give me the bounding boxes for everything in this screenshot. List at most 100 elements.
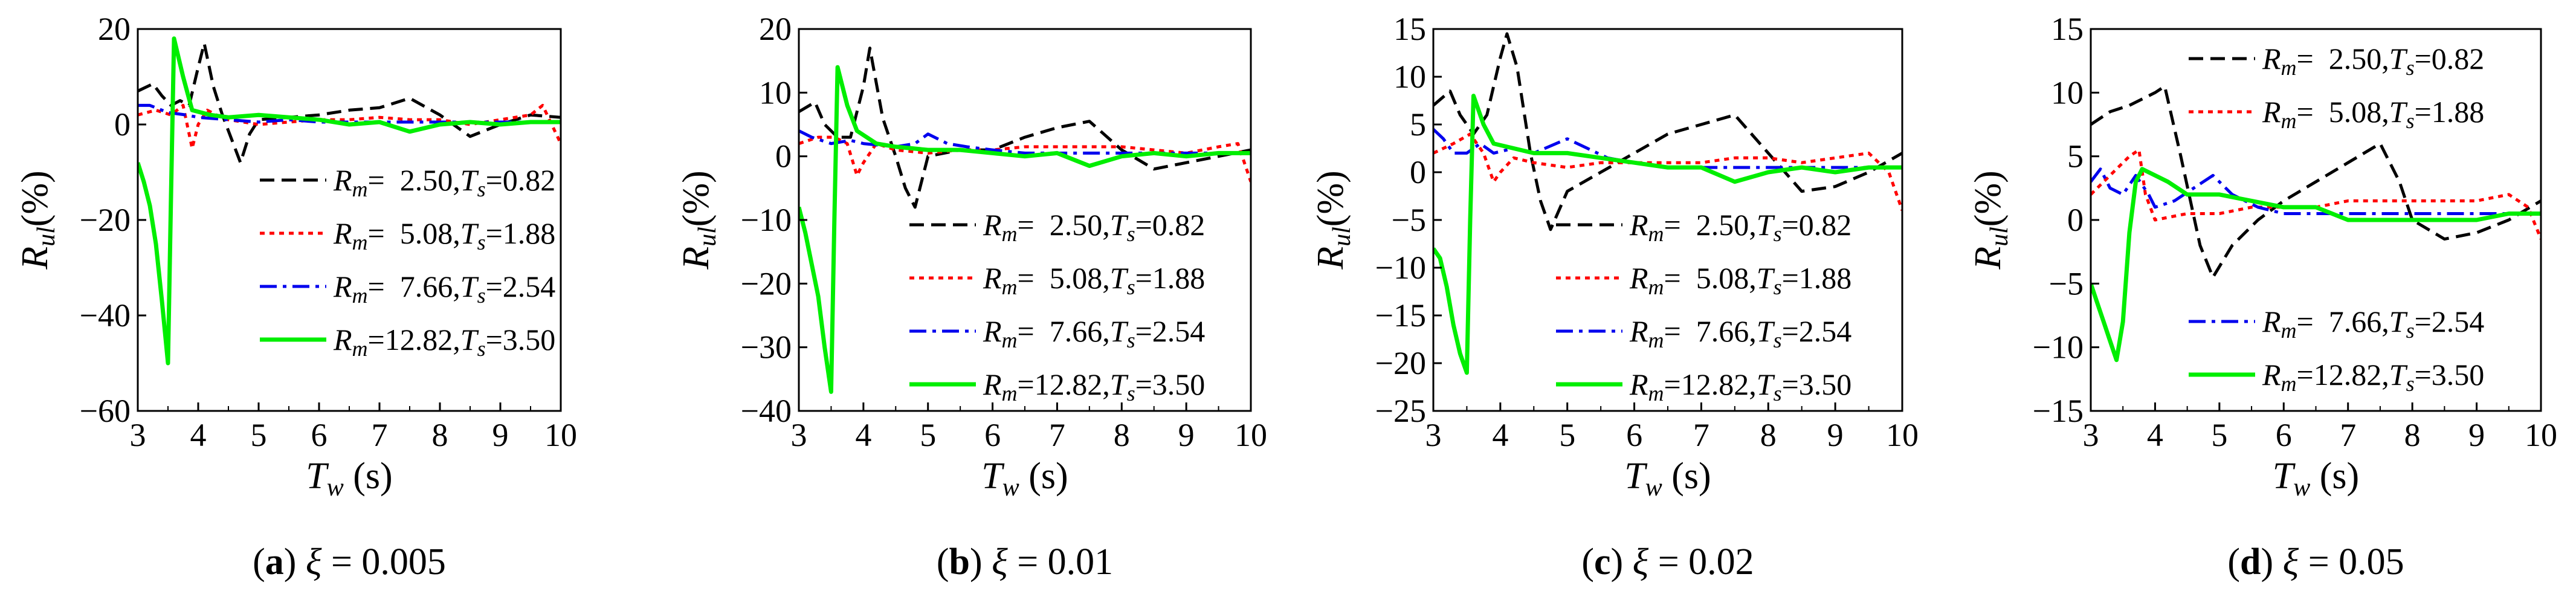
series-line-3 — [799, 129, 1251, 155]
y-tick-label: −5 — [2049, 265, 2084, 302]
chart-panel-d: 3 4 5 6 7 8 9 10 15 10 5 0 −5 −10 −15 Tw (s) Rul(%) Rm= 2… — [1968, 11, 2557, 583]
legend-label: Rm= 7.66,Ts=2.54 — [333, 270, 555, 308]
y-tick-label: 10 — [759, 74, 792, 111]
legend-label: Rm= 2.50,Ts=0.82 — [1629, 208, 1851, 246]
y-tick-label: −10 — [1375, 250, 1426, 286]
y-tick-label: 20 — [98, 11, 131, 47]
x-tick-label: 3 — [791, 417, 807, 453]
panel-caption: (b) ξ = 0.01 — [937, 541, 1113, 583]
x-tick-label: 5 — [920, 417, 936, 453]
x-tick-label: 3 — [130, 417, 146, 453]
series-group — [1433, 32, 1902, 375]
x-tick-label: 6 — [1626, 417, 1642, 453]
x-tick-label: 5 — [251, 417, 267, 453]
y-tick-label: −10 — [2033, 329, 2084, 366]
x-tick-label: 9 — [2468, 417, 2485, 453]
y-tick-label: 10 — [1393, 59, 1426, 95]
series-line-3 — [1433, 128, 1902, 169]
legend-label: Rm= 7.66,Ts=2.54 — [983, 314, 1205, 352]
legend-label: Rm= 7.66,Ts=2.54 — [2262, 305, 2484, 343]
x-tick-label: 5 — [2211, 417, 2227, 453]
x-tick-label: 9 — [1178, 417, 1195, 453]
panel-caption: (c) ξ = 0.02 — [1581, 541, 1754, 583]
series-group — [2091, 85, 2541, 363]
y-tick-label: −5 — [1392, 202, 1426, 238]
x-tick-label: 5 — [1559, 417, 1575, 453]
x-tick-label: 7 — [1049, 417, 1065, 453]
x-tick-label: 10 — [1235, 417, 1267, 453]
y-tick-label: −15 — [1375, 297, 1426, 334]
x-tick-label: 9 — [492, 417, 509, 453]
legend-label: Rm= 5.08,Ts=1.88 — [2262, 95, 2484, 133]
y-tick-label: 10 — [2051, 74, 2084, 111]
y-tick-label: 0 — [1410, 154, 1426, 190]
legend-label: Rm= 2.50,Ts=0.82 — [2262, 42, 2484, 80]
legend-label: Rm= 7.66,Ts=2.54 — [1629, 314, 1851, 352]
x-tick-label: 4 — [1492, 417, 1508, 453]
x-tick-label: 9 — [1827, 417, 1844, 453]
y-tick-label: −40 — [80, 297, 131, 334]
y-axis-title: Rul(%) — [1968, 170, 2013, 270]
y-tick-label: −20 — [741, 265, 792, 302]
y-tick-label: 0 — [114, 106, 131, 143]
y-tick-label: −15 — [2033, 393, 2084, 429]
series-line-2 — [1433, 132, 1902, 211]
x-tick-label: 8 — [2404, 417, 2421, 453]
series-line-4 — [2091, 167, 2541, 363]
x-tick-label: 10 — [544, 417, 577, 453]
legend-label: Rm= 2.50,Ts=0.82 — [333, 163, 555, 201]
series-line-1 — [138, 42, 561, 164]
x-axis-title: Tw (s) — [1624, 456, 1711, 502]
series-line-3 — [2091, 167, 2541, 215]
legend: Rm= 7.66,Ts=2.54 Rm=12.82,Ts=3.50 — [2189, 305, 2484, 396]
y-axis-title: Rul(%) — [15, 170, 60, 270]
x-tick-label: 7 — [1693, 417, 1709, 453]
x-tick-label: 7 — [2340, 417, 2356, 453]
x-tick-label: 10 — [2525, 417, 2557, 453]
series-line-1 — [2091, 85, 2541, 279]
x-tick-label: 8 — [1760, 417, 1777, 453]
x-tick-label: 8 — [432, 417, 448, 453]
series-line-4 — [799, 65, 1251, 394]
x-tick-label: 6 — [984, 417, 1001, 453]
series-line-1 — [1433, 32, 1902, 231]
series-group — [138, 36, 561, 366]
y-tick-label: 0 — [775, 138, 792, 175]
x-tick-label: 3 — [1425, 417, 1442, 453]
x-axis-title: Tw (s) — [981, 456, 1068, 502]
y-tick-label: −10 — [741, 202, 792, 238]
legend-label: Rm= 5.08,Ts=1.88 — [333, 216, 555, 254]
series-line-4 — [1433, 94, 1902, 375]
y-tick-label: 5 — [2067, 138, 2084, 175]
legend-label: Rm= 2.50,Ts=0.82 — [983, 208, 1205, 246]
legend: Rm= 2.50,Ts=0.82 Rm= 5.08,Ts=1.88 Rm= 7.66… — [1556, 208, 1851, 405]
chart-panel-b: 3 4 5 6 7 8 9 10 20 10 0 −10 −20 −30 −40 Tw (s) Rul(%) Rm… — [676, 11, 1267, 583]
y-tick-label: 20 — [759, 11, 792, 47]
y-tick-label: 15 — [2051, 11, 2084, 47]
series-group — [799, 47, 1251, 394]
y-tick-label: 0 — [2067, 202, 2084, 238]
series-line-2 — [2091, 148, 2541, 240]
y-tick-label: −20 — [80, 202, 131, 238]
x-tick-label: 4 — [2147, 417, 2163, 453]
legend: Rm= 2.50,Ts=0.82 Rm= 5.08,Ts=1.88 — [2189, 42, 2484, 133]
y-tick-label: −25 — [1375, 393, 1426, 429]
y-tick-label: 15 — [1393, 11, 1426, 47]
x-axis-title: Tw (s) — [306, 456, 392, 502]
x-tick-label: 6 — [311, 417, 328, 453]
legend-label: Rm=12.82,Ts=3.50 — [983, 367, 1205, 405]
x-tick-label: 3 — [2083, 417, 2099, 453]
series-line-1 — [799, 47, 1251, 209]
legend-label: Rm= 5.08,Ts=1.88 — [1629, 261, 1851, 299]
panel-caption: (d) ξ = 0.05 — [2227, 541, 2404, 583]
x-tick-label: 10 — [1886, 417, 1919, 453]
x-tick-label: 4 — [855, 417, 871, 453]
x-tick-label: 8 — [1114, 417, 1130, 453]
y-tick-label: −40 — [741, 393, 792, 429]
x-tick-label: 6 — [2276, 417, 2292, 453]
x-axis-title: Tw (s) — [2273, 456, 2359, 502]
x-tick-label: 4 — [190, 417, 207, 453]
y-axis-title: Rul(%) — [676, 170, 721, 270]
